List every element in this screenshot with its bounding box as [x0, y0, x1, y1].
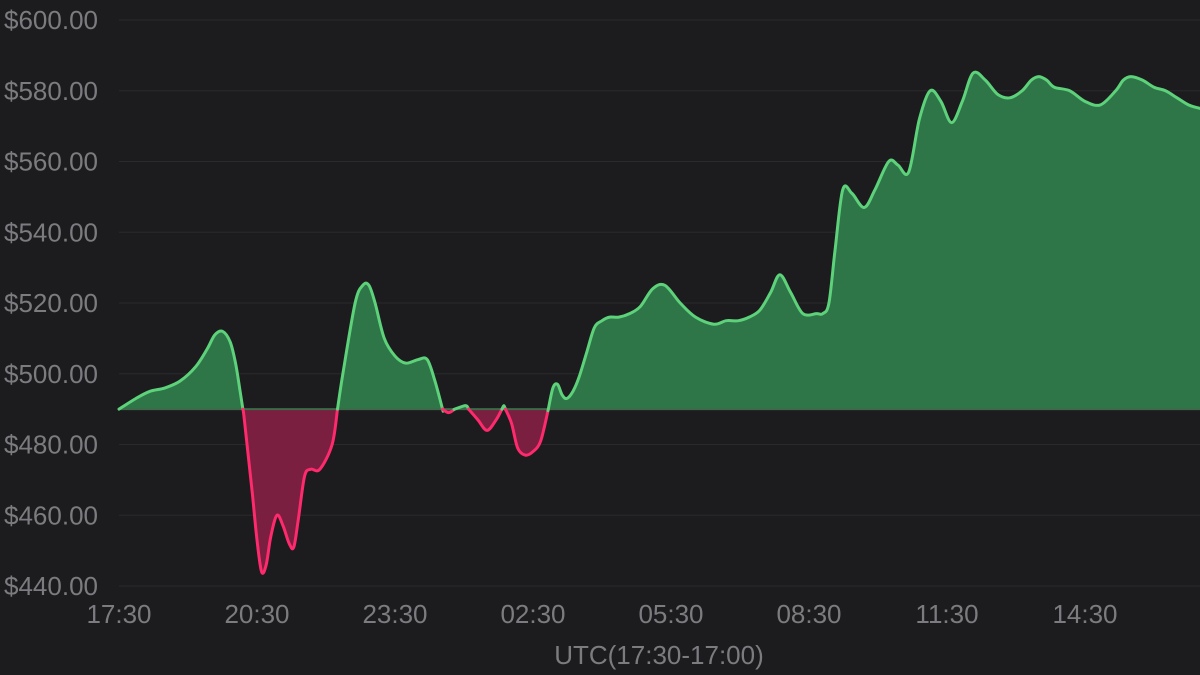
y-tick-label: $500.00 [4, 359, 98, 389]
x-axis-title: UTC(17:30-17:00) [554, 640, 764, 670]
x-tick-label: 14:30 [1052, 599, 1117, 629]
y-axis-ticks: $600.00 $580.00 $560.00 $540.00 $520.00 $500.… [4, 5, 98, 601]
y-tick-label: $540.00 [4, 217, 98, 247]
y-tick-label: $440.00 [4, 571, 98, 601]
x-tick-label: 17:30 [86, 599, 151, 629]
y-tick-label: $600.00 [4, 5, 98, 35]
y-tick-label: $460.00 [4, 500, 98, 530]
x-tick-label: 05:30 [638, 599, 703, 629]
y-tick-label: $560.00 [4, 147, 98, 177]
x-tick-label: 11:30 [915, 599, 978, 629]
x-tick-label: 02:30 [500, 599, 565, 629]
y-tick-label: $480.00 [4, 430, 98, 460]
y-tick-label: $580.00 [4, 76, 98, 106]
y-tick-label: $520.00 [4, 288, 98, 318]
x-tick-label: 23:30 [362, 599, 427, 629]
x-tick-label: 20:30 [224, 599, 289, 629]
x-tick-label: 08:30 [776, 599, 841, 629]
